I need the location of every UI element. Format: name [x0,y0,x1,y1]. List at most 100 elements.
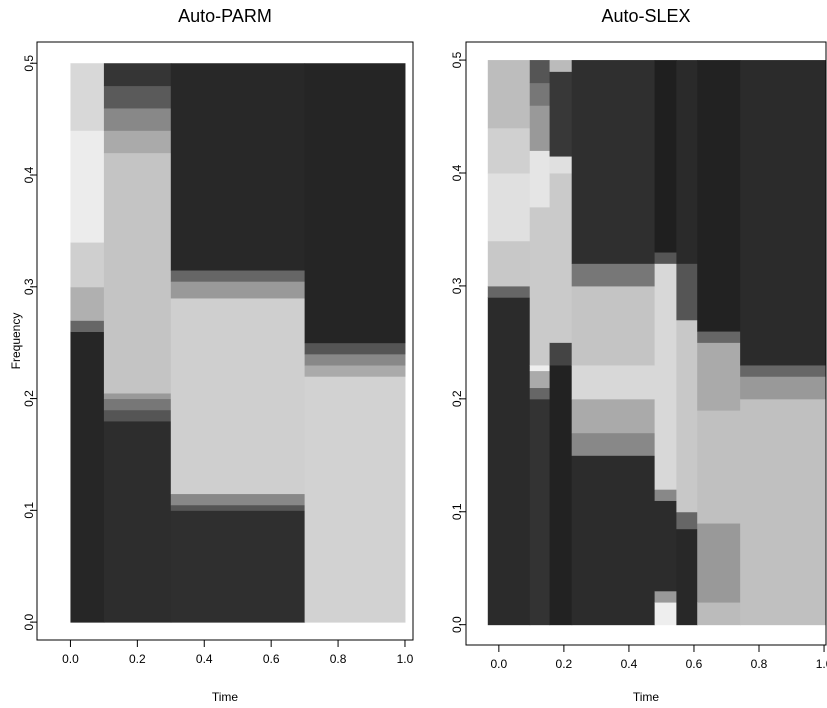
heat-cell [697,602,741,626]
y-tick-label: 0.3 [22,278,36,295]
y-tick-label: 0.5 [450,51,464,68]
heat-cell [529,364,551,372]
heat-cell [549,71,573,157]
heat-cell [676,60,698,264]
heat-cell [103,409,172,422]
heat-cell [740,60,827,366]
chart-title: Auto-PARM [178,6,272,26]
heat-cell [549,364,573,626]
heat-cell [697,523,741,603]
x-axis-label: Time [212,690,239,704]
x-tick-label: 0.6 [686,657,703,671]
heat-cell [654,263,677,490]
heat-cell [170,281,306,299]
heat-cell [654,602,677,626]
heat-cell [487,240,531,287]
heat-cell [487,285,531,298]
y-tick-label: 0.0 [22,613,36,630]
heat-cell [529,206,551,366]
x-tick-label: 1.0 [397,652,414,666]
heat-cell [676,511,698,530]
x-tick-label: 0.8 [751,657,768,671]
heat-cell [740,376,827,400]
y-tick-label: 0.4 [450,164,464,181]
heat-cell [103,85,172,109]
heat-cell [529,398,551,626]
heat-cell [70,286,105,321]
x-tick-label: 0.4 [621,657,638,671]
heat-cell [487,297,531,626]
heat-cell [676,319,698,513]
heat-cell [676,263,698,321]
heat-cell [529,387,551,400]
heat-cell [170,504,306,511]
heat-cell [170,270,306,282]
heat-cell [103,398,172,411]
heat-cell [571,398,656,434]
x-tick-label: 0.2 [129,652,146,666]
heat-cell [304,342,406,355]
heat-cell [103,392,172,400]
heat-cell [304,353,406,366]
heat-cell [70,320,105,332]
heat-cell [170,63,306,271]
heat-cell [70,242,105,288]
heat-cell [170,297,306,495]
heat-cell [103,420,172,623]
x-tick-label: 0.2 [556,657,573,671]
heat-cell [170,493,306,506]
heat-cell [571,432,656,456]
plot-frame [36,41,414,641]
y-axis-label: Frequency [9,313,23,370]
heat-cell [304,376,406,623]
heat-cell [740,398,827,626]
heat-cell [487,127,531,174]
y-tick-label: 0.5 [22,55,36,72]
heat-cell [571,285,656,366]
heat-cell [529,82,551,106]
y-tick-label: 0.2 [22,390,36,407]
y-tick-label: 0.0 [450,616,464,633]
heat-cell [529,150,551,208]
y-tick-label: 0.4 [22,166,36,183]
heat-cell [103,152,172,394]
heat-cell [487,172,531,242]
x-tick-label: 0.0 [62,652,79,666]
heat-cell [70,331,105,623]
heat-cell [571,60,656,264]
x-tick-label: 0.8 [330,652,347,666]
heat-cell [571,455,656,626]
heat-cell [571,364,656,400]
x-tick-label: 1.0 [816,657,827,671]
heat-cell [70,130,105,243]
heat-cell [304,63,406,344]
heat-cell [654,252,677,264]
heat-cell [529,105,551,151]
heat-cell [487,60,531,129]
heat-cell [571,263,656,287]
y-tick-label: 0.2 [450,390,464,407]
plot-frame [465,41,827,646]
heat-cell [549,172,573,343]
heat-cell [740,364,827,377]
x-axis-label: Time [633,690,660,704]
heat-cell [654,590,677,603]
heat-cell [549,342,573,366]
heat-cell [529,60,551,84]
heat-cell [697,342,741,411]
heat-cell [654,500,677,592]
x-tick-label: 0.4 [196,652,213,666]
y-tick-label: 0.1 [22,502,36,519]
heat-cell [676,528,698,626]
heat-cell [697,331,741,343]
chart-title: Auto-SLEX [601,6,690,26]
heat-cell [697,410,741,524]
heat-cell [697,60,741,332]
heat-cell [654,489,677,501]
y-tick-label: 0.3 [450,277,464,294]
heat-cell [103,63,172,87]
heat-cell [304,365,406,377]
heat-cell [654,60,677,253]
x-tick-label: 0.0 [491,657,508,671]
